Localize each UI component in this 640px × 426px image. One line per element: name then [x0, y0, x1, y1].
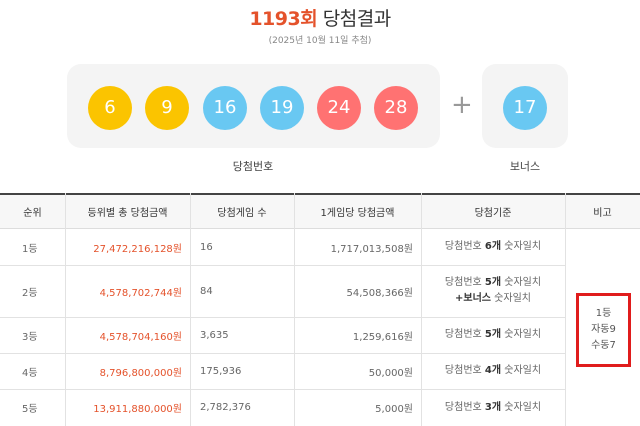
winning-numbers-caption: 당첨번호 — [232, 160, 274, 173]
winning-ball-3: 16 — [203, 86, 247, 130]
note-line-3: 수동7 — [591, 340, 616, 351]
table-row-4-criteria: 당첨번호 4개 숫자일치 — [444, 365, 542, 376]
table-row-4-games: 175,936 — [200, 365, 242, 377]
note-line-2: 자동9 — [591, 324, 616, 335]
table-row-3-per-game: 1,259,616원 — [352, 331, 413, 343]
table-row-1-games: 16 — [200, 241, 213, 253]
plus-icon: + — [451, 90, 473, 120]
header-note: 비고 — [593, 207, 612, 219]
table-row-5-total: 13,911,880,000원 — [93, 404, 182, 415]
note-cell-highlight: 1등 자동9 수동7 — [576, 293, 631, 367]
winning-ball-1: 6 — [88, 86, 132, 130]
winning-ball-5: 24 — [317, 86, 361, 130]
table-row-4-total: 8,796,800,000원 — [99, 367, 182, 379]
table-row-3-games: 3,635 — [200, 329, 229, 341]
table-row-1-total: 27,472,216,128원 — [93, 243, 182, 255]
table-row-1-per-game: 1,717,013,508원 — [330, 243, 413, 255]
table-row-5-games: 2,782,376 — [200, 402, 251, 413]
draw-result-header: 1193회 당첨결과 (2025년 10월 11일 추첨) 6 9 16 19 … — [0, 0, 640, 193]
winning-ball-2: 9 — [145, 86, 189, 130]
bonus-caption: 보너스 — [509, 160, 541, 173]
table-row-4-rank: 4등 — [22, 367, 38, 379]
table-row-2-per-game: 54,508,366원 — [346, 287, 413, 299]
header-prize-per-game: 1게임당 당첨금액 — [320, 207, 395, 219]
table-row-5-rank: 5등 — [22, 404, 38, 415]
table-row-1-rank: 1등 — [22, 243, 38, 255]
table-row-1-criteria: 당첨번호 6개 숫자일치 — [444, 241, 542, 252]
table-row-3-criteria: 당첨번호 5개 숫자일치 — [444, 329, 542, 340]
winning-ball-6: 28 — [374, 86, 418, 130]
table-row-2-rank: 2등 — [22, 287, 38, 299]
table-row-2-criteria: 당첨번호 5개 숫자일치 +보너스 숫자일치 — [444, 277, 542, 304]
bonus-ball: 17 — [503, 86, 547, 130]
header-winning-games: 당첨게임 수 — [217, 207, 267, 219]
round-number: 1193회 — [249, 8, 318, 30]
header-criteria: 당첨기준 — [474, 207, 512, 219]
header-rank: 순위 — [23, 207, 42, 219]
table-row-2-total: 4,578,702,744원 — [99, 287, 182, 299]
winning-ball-4: 19 — [260, 86, 304, 130]
draw-date: (2025년 10월 11일 추첨) — [268, 36, 372, 46]
title-suffix: 당첨결과 — [322, 8, 391, 30]
table-header-row — [0, 193, 640, 229]
table-row-3-rank: 3등 — [22, 331, 38, 343]
table-row-2-games: 84 — [200, 285, 213, 297]
table-row-3-total: 4,578,704,160원 — [99, 331, 182, 343]
note-line-1: 1등 — [595, 308, 612, 319]
prize-table: 순위 등위별 총 당첨금액 당첨게임 수 1게임당 당첨금액 당첨기준 비고 1… — [0, 193, 640, 426]
table-row-5-per-game: 5,000원 — [375, 404, 413, 415]
page-title: 1193회 당첨결과 — [0, 4, 640, 31]
table-row-5-criteria: 당첨번호 3개 숫자일치 — [444, 401, 542, 413]
table-row-4-per-game: 50,000원 — [368, 367, 413, 379]
header-total-prize: 등위별 총 당첨금액 — [87, 207, 168, 219]
